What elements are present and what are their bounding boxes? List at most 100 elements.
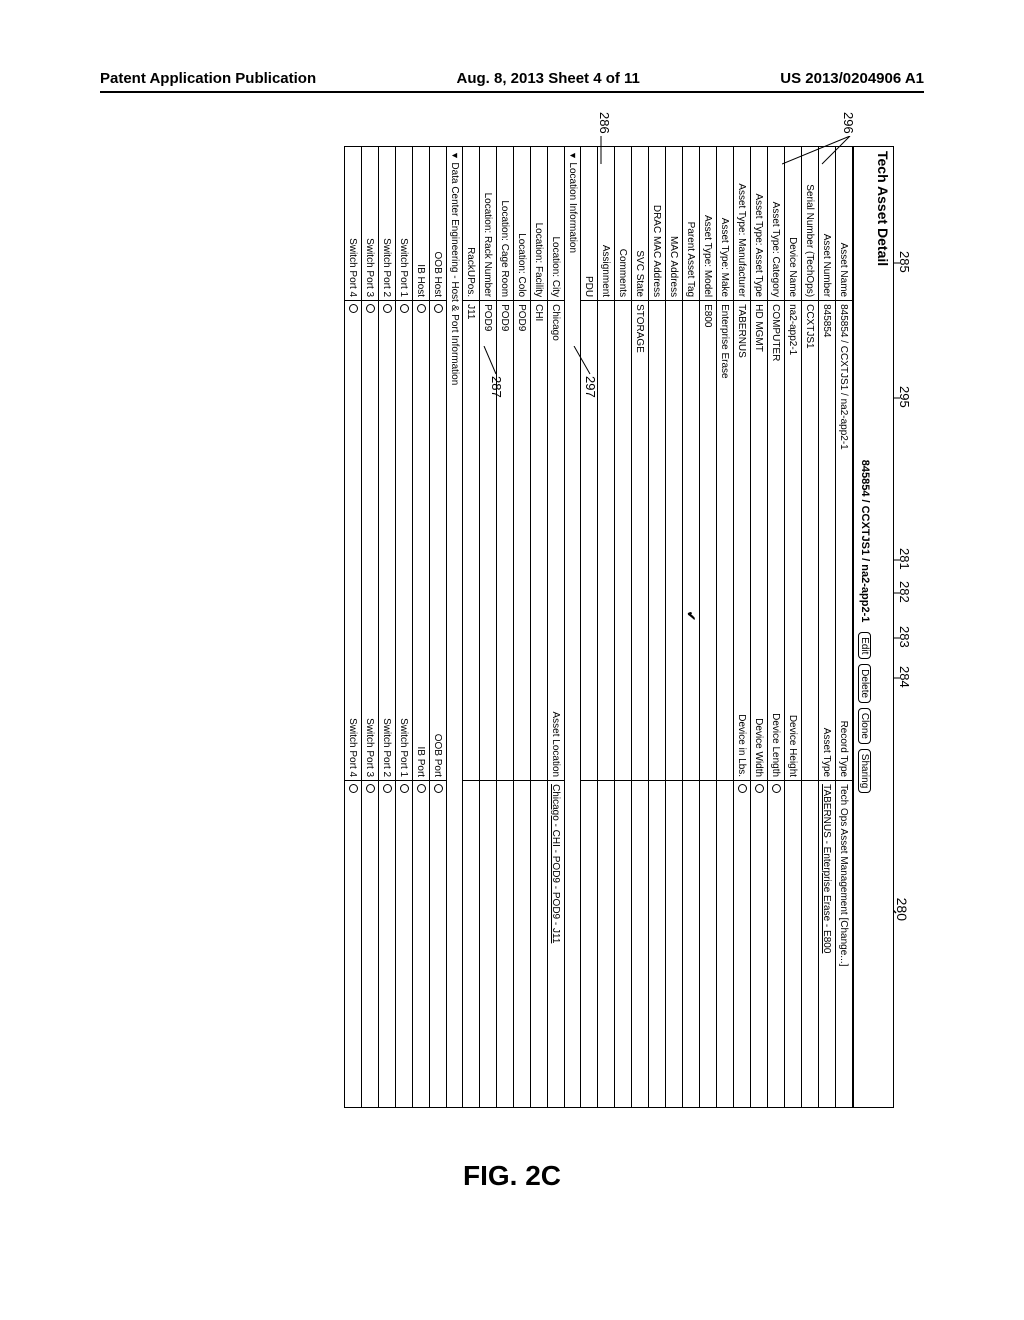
field-label: Assignment — [598, 147, 615, 301]
field-label — [581, 627, 598, 781]
field-label: Switch Port 4 — [345, 627, 362, 781]
publication-header: Patent Application Publication Aug. 8, 2… — [100, 70, 924, 93]
circle-icon — [400, 784, 409, 793]
asset-location-link[interactable]: Chicago - CHI - POD9 - POD9 - J11 — [551, 784, 562, 943]
field-value: POD9 — [497, 301, 514, 627]
field-label: OOB Host — [430, 147, 447, 301]
field-label: OOB Port — [430, 627, 447, 781]
panel-title: Tech Asset Detail — [873, 147, 893, 1107]
field-value — [345, 301, 362, 627]
callout-280: 280 — [894, 898, 910, 921]
field-label — [463, 627, 480, 781]
field-value — [413, 301, 430, 627]
field-label: Serial Number (TechOps) — [802, 147, 819, 301]
field-value — [396, 301, 413, 627]
field-label: Asset Type: Manufacturer — [734, 147, 751, 301]
field-value: na2-app2-1 — [785, 301, 802, 627]
field-label — [497, 627, 514, 781]
callout-296: 296 — [841, 112, 856, 134]
field-label: IB Port — [413, 627, 430, 781]
field-label: Switch Port 2 — [379, 147, 396, 301]
field-value — [700, 781, 717, 1107]
field-value — [514, 781, 531, 1107]
field-value — [751, 781, 768, 1107]
pub-left: Patent Application Publication — [100, 70, 316, 87]
field-value: TABERNUS - Enterprise Erase - E800 — [819, 781, 836, 1107]
field-label: Device Name — [785, 147, 802, 301]
field-value — [632, 781, 649, 1107]
field-label: Switch Port 3 — [362, 627, 379, 781]
field-value — [615, 301, 632, 627]
field-label: DRAC MAC Address — [649, 147, 666, 301]
field-label: Switch Port 4 — [345, 147, 362, 301]
field-label: Asset Type: Category — [768, 147, 785, 301]
field-value: E800 — [700, 301, 717, 627]
field-value: COMPUTER — [768, 301, 785, 627]
asset-type-link[interactable]: TABERNUS - Enterprise Erase - E800 — [822, 784, 833, 953]
field-value — [480, 781, 497, 1107]
field-label: Location: Facility — [531, 147, 548, 301]
field-value: POD9 — [514, 301, 531, 627]
field-label: Asset Type: Asset Type — [751, 147, 768, 301]
asset-name-header: 845854 / CCXTJS1 / na2-app2-1 — [859, 460, 871, 623]
sharing-button[interactable]: Sharing — [858, 749, 871, 793]
circle-icon — [383, 784, 392, 793]
field-label: Comments — [615, 147, 632, 301]
field-value — [666, 781, 683, 1107]
location-info-header[interactable]: Location Information — [565, 147, 581, 1107]
circle-icon — [772, 784, 781, 793]
field-label: Asset Number — [819, 147, 836, 301]
dce-header[interactable]: Data Center Engineering - Host & Port In… — [447, 147, 463, 1107]
check-icon: ✔ — [684, 611, 698, 621]
field-value: TABERNUS — [734, 301, 751, 627]
field-value — [598, 301, 615, 627]
field-label: PDU — [581, 147, 598, 301]
field-value — [497, 781, 514, 1107]
callout-286: 286 — [597, 112, 612, 134]
field-label — [683, 627, 700, 781]
field-value — [396, 781, 413, 1107]
field-label: Location: City — [548, 147, 565, 301]
field-label: Asset Type — [819, 627, 836, 781]
circle-icon — [383, 304, 392, 313]
circle-icon — [349, 304, 358, 313]
field-value — [379, 781, 396, 1107]
field-label: Switch Port 1 — [396, 627, 413, 781]
delete-button[interactable]: Delete — [858, 664, 871, 703]
field-value — [683, 781, 700, 1107]
field-value — [463, 781, 480, 1107]
field-label — [632, 627, 649, 781]
field-value — [802, 781, 819, 1107]
field-value — [413, 781, 430, 1107]
field-label: Switch Port 3 — [362, 147, 379, 301]
field-label — [700, 627, 717, 781]
circle-icon — [738, 784, 747, 793]
field-label: Switch Port 2 — [379, 627, 396, 781]
field-label — [717, 627, 734, 781]
field-label: Switch Port 1 — [396, 147, 413, 301]
field-label — [514, 627, 531, 781]
field-value: Chicago - CHI - POD9 - POD9 - J11 — [548, 781, 565, 1107]
field-label: Record Type — [836, 627, 853, 781]
field-label — [666, 627, 683, 781]
field-value — [734, 781, 751, 1107]
field-value — [362, 781, 379, 1107]
asset-fields-table: Asset Name 845854 / CCXTJS1 / na2-app2-1… — [581, 147, 853, 1107]
field-label: Parent Asset Tag — [683, 147, 700, 301]
field-label: Device Length — [768, 627, 785, 781]
circle-icon — [417, 304, 426, 313]
circle-icon — [366, 304, 375, 313]
field-label: Asset Type: Make — [717, 147, 734, 301]
field-label — [802, 627, 819, 781]
field-label: IB Host — [413, 147, 430, 301]
callout-287: 287 — [489, 376, 504, 398]
callout-297: 297 — [583, 376, 598, 398]
field-value — [531, 781, 548, 1107]
clone-button[interactable]: Clone — [858, 708, 871, 744]
field-value — [362, 301, 379, 627]
tech-asset-detail-panel: Tech Asset Detail 845854 / CCXTJS1 / na2… — [344, 146, 894, 1108]
circle-icon — [755, 784, 764, 793]
circle-icon — [366, 784, 375, 793]
edit-button[interactable]: Edit — [858, 632, 871, 659]
field-label: Location: Rack Number — [480, 147, 497, 301]
